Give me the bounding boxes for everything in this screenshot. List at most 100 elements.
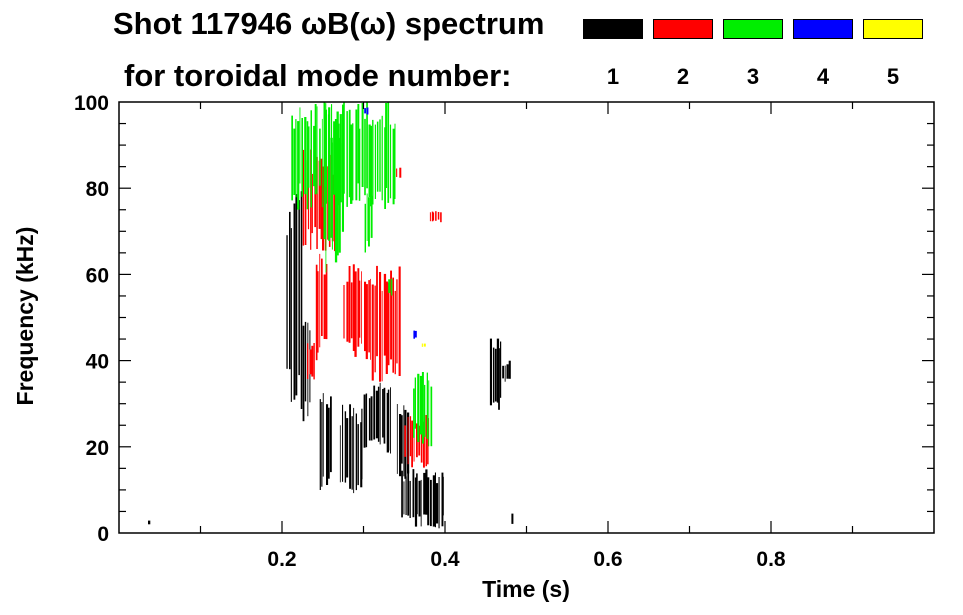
spectrum-streak-mode-1-r6-15 bbox=[434, 472, 436, 528]
spectrum-streak-mode-3-r0-36 bbox=[370, 125, 372, 207]
spectrum-streak-mode-1-r4-3 bbox=[370, 396, 373, 441]
spectrum-streak-mode-3-r3-2 bbox=[417, 373, 420, 442]
spectrum-streak-mode-3-r2-0 bbox=[364, 203, 366, 253]
spectrum-streak-mode-2-r4-3 bbox=[379, 272, 382, 382]
spectrum-streak-mode-1-r8-0 bbox=[502, 365, 504, 379]
spectrum-streak-mode-3-r3-5 bbox=[424, 384, 426, 437]
legend-label-4: 4 bbox=[816, 64, 830, 89]
spectrum-streak-mode-3-r0-35 bbox=[368, 124, 371, 198]
series-mode-3 bbox=[291, 102, 433, 447]
spectrum-streak-mode-1-r8-2 bbox=[506, 364, 509, 379]
spectrum-streak-mode-2-r0-2 bbox=[307, 173, 310, 230]
spectrum-streak-mode-3-r0-16 bbox=[326, 109, 327, 204]
spectrum-streak-mode-5-r0-0 bbox=[421, 343, 423, 347]
spectrum-streak-mode-1-r4-6 bbox=[377, 386, 380, 442]
spectrum-streak-mode-1-r7-2 bbox=[494, 348, 497, 402]
spectrum-streak-mode-1-r6-13 bbox=[430, 479, 432, 527]
spectrum-streak-mode-1-r10-0 bbox=[148, 520, 151, 525]
spectrum-streak-mode-3-r0-44 bbox=[387, 102, 390, 203]
spectrum-streak-mode-3-r0-6 bbox=[304, 117, 307, 195]
spectrum-streak-mode-2-r3-8 bbox=[361, 271, 362, 344]
spectrum-streak-mode-3-r0-9 bbox=[310, 110, 312, 208]
spectrum-streak-mode-1-r8-1 bbox=[504, 365, 506, 382]
spectrum-streak-mode-2-r5-10 bbox=[427, 418, 429, 465]
spectrum-streak-mode-3-r1-2 bbox=[328, 107, 331, 241]
spectrum-streak-mode-2-r1-2 bbox=[319, 253, 321, 348]
spectrum-streak-mode-2-r7-1 bbox=[399, 167, 402, 178]
spectrum-streak-mode-3-r3-4 bbox=[421, 372, 424, 444]
spectrum-streak-mode-2-r0-7 bbox=[318, 160, 321, 229]
spectrum-streak-mode-1-r4-1 bbox=[365, 393, 368, 448]
spectrum-streak-mode-3-r1-1 bbox=[325, 103, 327, 273]
spectrum-streak-mode-3-r1-4 bbox=[331, 142, 333, 250]
spectrum-streak-mode-2-r0-14 bbox=[334, 167, 336, 252]
spectrum-streak-mode-1-r3-4 bbox=[349, 404, 351, 489]
spectrum-streak-mode-1-r7-0 bbox=[489, 338, 492, 406]
spectrum-streak-mode-1-r3-8 bbox=[357, 424, 359, 486]
spectrum-streak-mode-2-r0-11 bbox=[327, 166, 329, 240]
spectrum-streak-mode-3-r0-5 bbox=[301, 118, 303, 197]
spectrum-streak-mode-1-r6-19 bbox=[442, 476, 444, 516]
spectrum-streak-mode-2-r6-3 bbox=[435, 211, 437, 221]
spectrum-streak-mode-3-r0-28 bbox=[352, 123, 354, 201]
spectrum-streak-mode-2-r2-2 bbox=[311, 345, 314, 377]
chart-title-line2: for toroidal mode number: bbox=[124, 58, 512, 93]
spectrum-streak-mode-3-r1-7 bbox=[338, 137, 341, 253]
spectrum-streak-mode-3-r0-32 bbox=[361, 103, 364, 187]
y-tick-label: 100 bbox=[74, 92, 109, 115]
spectrum-streak-mode-2-r3-6 bbox=[357, 268, 360, 347]
spectrum-streak-mode-3-r0-41 bbox=[381, 115, 383, 201]
spectrum-streak-mode-1-r0-3 bbox=[293, 203, 296, 400]
spectrum-streak-mode-3-r0-45 bbox=[389, 124, 392, 199]
y-tick-label: 80 bbox=[86, 178, 109, 201]
spectrum-streak-mode-3-r3-1 bbox=[414, 377, 416, 429]
spectrum-streak-mode-3-r0-31 bbox=[358, 128, 361, 201]
spectrum-streak-mode-2-r5-9 bbox=[425, 415, 427, 467]
spectrum-streak-mode-1-r4-0 bbox=[363, 394, 366, 448]
spectrum-streak-mode-3-r3-8 bbox=[430, 386, 433, 447]
spectrum-streak-mode-1-r4-2 bbox=[368, 398, 371, 441]
spectrum-streak-mode-3-r0-13 bbox=[319, 128, 321, 186]
series-mode-5 bbox=[421, 343, 426, 347]
spectrum-streak-mode-1-r3-9 bbox=[360, 422, 363, 488]
spectrum-streak-mode-3-r0-34 bbox=[366, 102, 368, 189]
spectrum-streak-mode-3-r0-33 bbox=[364, 118, 366, 196]
spectrum-streak-mode-2-r3-1 bbox=[346, 281, 349, 342]
y-axis-title: Frequency (kHz) bbox=[12, 227, 38, 406]
spectrum-streak-mode-3-r2-1 bbox=[366, 193, 368, 241]
spectrum-streak-mode-1-r6-18 bbox=[441, 472, 444, 527]
spectrum-streak-mode-2-r6-2 bbox=[432, 212, 435, 221]
spectrum-streak-mode-2-r5-4 bbox=[413, 425, 415, 462]
spectrum-streak-mode-3-r0-26 bbox=[348, 109, 351, 198]
x-tick-label: 0.8 bbox=[756, 548, 786, 571]
spectrum-streak-mode-1-r3-2 bbox=[344, 411, 347, 483]
spectrum-streak-mode-1-r3-0 bbox=[339, 425, 341, 483]
spectrum-streak-mode-1-r6-9 bbox=[420, 479, 422, 527]
spectrum-streak-mode-3-r0-8 bbox=[307, 126, 310, 188]
spectrum-streak-mode-2-r6-5 bbox=[440, 212, 442, 223]
spectrum-streak-mode-1-r0-2 bbox=[290, 228, 292, 402]
spectrum-streak-mode-2-r3-7 bbox=[358, 280, 361, 338]
spectrum-streak-mode-2-r5-7 bbox=[420, 420, 423, 463]
x-tick-label: 0.4 bbox=[430, 548, 460, 571]
spectrum-streak-mode-2-r5-1 bbox=[407, 416, 409, 465]
spectrum-streak-mode-3-r4-1 bbox=[391, 278, 393, 296]
x-tick-label: 0.2 bbox=[267, 548, 296, 571]
spectrum-streak-mode-3-r0-12 bbox=[316, 106, 318, 194]
spectrum-streak-mode-2-r0-1 bbox=[304, 160, 307, 245]
spectrum-streak-mode-4-r0-0 bbox=[413, 330, 415, 339]
spectrum-streak-mode-1-r7-1 bbox=[492, 347, 495, 403]
chart-title-line1: Shot 117946 ωB(ω) spectrum bbox=[113, 6, 545, 41]
spectrum-streak-mode-1-r6-17 bbox=[438, 477, 440, 529]
spectrum-streak-mode-1-r6-16 bbox=[436, 483, 439, 524]
spectrum-streak-mode-2-r2-1 bbox=[309, 349, 312, 375]
spectrum-streak-mode-1-r6-10 bbox=[423, 472, 426, 515]
spectrum-streak-mode-1-r4-11 bbox=[387, 389, 390, 451]
spectrum-streak-mode-3-r0-37 bbox=[372, 119, 374, 205]
legend-label-1: 1 bbox=[606, 64, 620, 89]
spectrum-streak-mode-2-r4-5 bbox=[383, 273, 387, 356]
spectrum-streak-mode-2-r0-6 bbox=[316, 156, 318, 249]
spectrum-streak-mode-2-r0-4 bbox=[311, 173, 313, 234]
spectrum-streak-mode-1-r6-8 bbox=[418, 480, 421, 517]
spectrum-streak-mode-1-r6-1 bbox=[403, 481, 405, 515]
